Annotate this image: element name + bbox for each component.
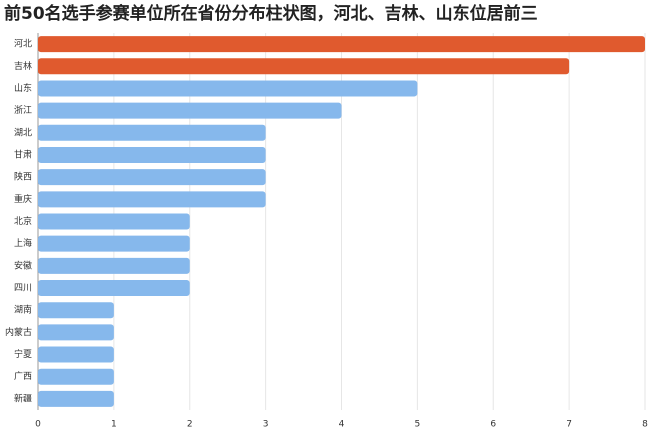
bar xyxy=(38,169,266,186)
bar xyxy=(38,36,645,53)
y-tick-label: 陕西 xyxy=(14,171,32,183)
y-tick-label: 上海 xyxy=(14,237,32,249)
y-tick-label: 广西 xyxy=(14,370,32,382)
y-tick-label: 河北 xyxy=(14,38,32,50)
bar xyxy=(38,346,114,363)
bar xyxy=(38,102,342,119)
bar xyxy=(38,58,570,75)
bar xyxy=(38,324,114,341)
x-tick-label: 2 xyxy=(187,420,193,430)
bar xyxy=(38,124,266,141)
y-tick-label: 湖北 xyxy=(14,127,32,138)
x-tick-label: 0 xyxy=(35,420,41,430)
y-tick-label: 内蒙古 xyxy=(5,326,32,338)
y-tick-label: 宁夏 xyxy=(14,348,32,360)
bar xyxy=(38,280,190,297)
y-tick-label: 湖南 xyxy=(14,304,32,316)
x-tick-label: 1 xyxy=(111,420,117,430)
y-tick-label: 重庆 xyxy=(14,193,32,205)
bar xyxy=(38,390,114,407)
y-tick-label: 浙江 xyxy=(14,104,32,116)
y-tick-label: 山东 xyxy=(14,82,32,94)
chart-title: 前50名选手参赛单位所在省份分布柱状图，河北、吉林、山东位居前三 xyxy=(4,3,538,24)
bar xyxy=(38,213,190,230)
y-tick-label: 甘肃 xyxy=(14,148,32,160)
x-tick-label: 8 xyxy=(642,420,648,430)
bar xyxy=(38,80,418,97)
bar xyxy=(38,368,114,385)
bar xyxy=(38,235,190,252)
y-tick-label: 新疆 xyxy=(14,392,32,404)
bar xyxy=(38,191,266,208)
x-tick-label: 4 xyxy=(339,420,345,430)
x-tick-label: 3 xyxy=(263,420,269,430)
x-tick-label: 6 xyxy=(490,420,496,430)
x-tick-label: 7 xyxy=(566,420,572,430)
bar xyxy=(38,302,114,319)
y-tick-label: 安徽 xyxy=(14,259,32,271)
y-tick-label: 四川 xyxy=(14,284,32,294)
y-tick-label: 北京 xyxy=(14,215,32,227)
y-tick-label: 吉林 xyxy=(14,60,32,72)
bar xyxy=(38,257,190,274)
x-tick-label: 5 xyxy=(415,420,421,430)
bar xyxy=(38,146,266,163)
